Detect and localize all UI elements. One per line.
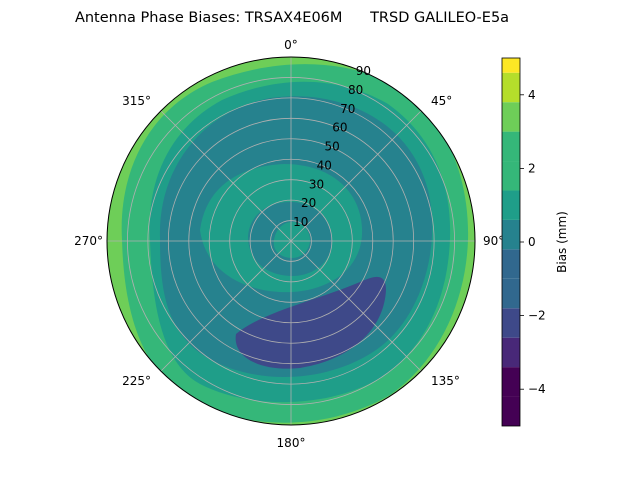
azimuth-tick-label: 180°: [277, 436, 306, 450]
radial-tick-label: 60: [332, 121, 347, 135]
colorbar-band: [502, 131, 520, 162]
azimuth-tick-label: 270°: [74, 234, 103, 248]
colorbar-band: [502, 161, 520, 191]
azimuth-gridline: [160, 240, 292, 372]
radial-tick-label: 10: [293, 215, 308, 229]
colorbar-tick-label: 2: [528, 161, 536, 175]
colorbar-band: [502, 249, 520, 279]
radial-tick-label: 40: [317, 158, 332, 172]
colorbar-band: [502, 72, 520, 103]
colorbar-bands: [502, 58, 520, 426]
azimuth-tick-label: 90°: [483, 234, 504, 248]
colorbar-band: [502, 58, 520, 73]
radial-tick-label: 50: [324, 140, 339, 154]
radial-tick-label: 90: [356, 64, 371, 78]
colorbar-tick-label: −2: [528, 309, 546, 323]
colorbar: −4 −2 0 2 4 Bias (mm): [501, 57, 569, 427]
colorbar-band: [502, 308, 520, 338]
azimuth-tick-label: 45°: [431, 94, 452, 108]
colorbar-band: [502, 219, 520, 250]
colorbar-band: [502, 278, 520, 309]
azimuth-tick-label: 315°: [122, 94, 151, 108]
azimuth-gridline: [290, 110, 422, 242]
colorbar-tick-label: 4: [528, 88, 536, 102]
azimuth-gridline: [160, 110, 292, 242]
band-low-arc: [235, 276, 386, 369]
polar-frame: [106, 56, 476, 426]
polar-grid: [107, 57, 475, 425]
azimuth-tick-label: 135°: [431, 374, 460, 388]
colorbar-tick-label: −4: [528, 382, 546, 396]
colorbar-band: [502, 337, 520, 368]
azimuth-tick-labels: 0° 45° 90° 135° 180° 225° 270° 315°: [74, 38, 504, 450]
polar-plot-area: 0° 45° 90° 135° 180° 225° 270° 315° 10 20 30 40 50 6…: [74, 38, 504, 450]
colorbar-tick-label: 0: [528, 235, 536, 249]
radial-tick-label: 20: [301, 196, 316, 210]
colorbar-band: [502, 396, 520, 426]
colorbar-ticks: −4 −2 0 2 4: [520, 88, 546, 396]
azimuth-tick-label: 225°: [122, 374, 151, 388]
azimuth-gridline: [290, 240, 422, 372]
azimuth-tick-label: 0°: [284, 38, 298, 52]
radial-tick-label: 80: [348, 83, 363, 97]
colorbar-label: Bias (mm): [555, 211, 569, 273]
radial-tick-label: 70: [340, 102, 355, 116]
colorbar-band: [502, 102, 520, 132]
radial-tick-label: 30: [309, 177, 324, 191]
colorbar-band: [502, 367, 520, 397]
radial-tick-labels: 10 20 30 40 50 60 70 80 90: [293, 64, 371, 229]
chart-title: Antenna Phase Biases: TRSAX4E06M TRSD GA…: [75, 10, 509, 26]
colorbar-band: [502, 190, 520, 220]
